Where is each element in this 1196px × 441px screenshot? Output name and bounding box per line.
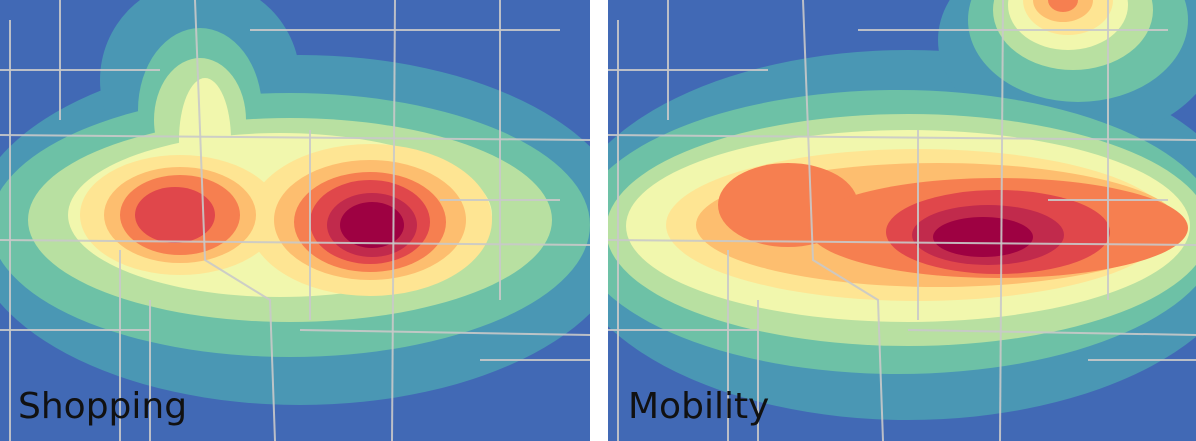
- mobility-panel: [608, 0, 1196, 441]
- density-band: [135, 187, 215, 243]
- road: [608, 239, 1196, 246]
- road: [0, 239, 590, 246]
- road: [608, 134, 1196, 141]
- density-band: [340, 202, 404, 248]
- road: [999, 0, 1004, 441]
- road: [0, 134, 590, 141]
- road: [299, 329, 590, 336]
- panel-label: Mobility: [628, 386, 769, 427]
- road: [194, 0, 276, 441]
- density-band: [933, 217, 1033, 257]
- road: [391, 0, 396, 441]
- panel-label: Shopping: [18, 386, 187, 427]
- density-band: [1048, 0, 1078, 12]
- road: [802, 0, 884, 441]
- shopping-panel: [0, 0, 590, 441]
- road: [907, 329, 1196, 336]
